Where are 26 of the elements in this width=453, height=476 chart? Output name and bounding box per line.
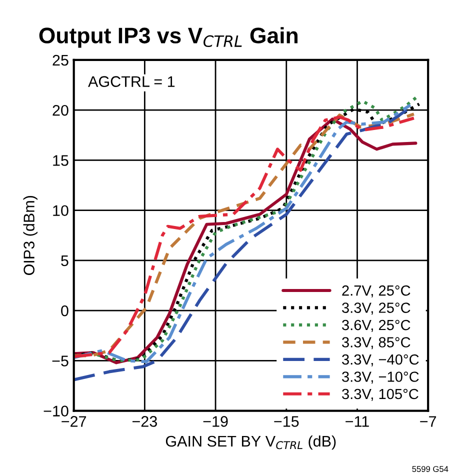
x-tick-label: −19 [203,416,228,427]
legend-label: 3.3V, −10°C [342,372,419,384]
legend-label: 3.3V, 105°C [342,388,418,401]
y-tick-label: 25 [52,54,68,66]
y-tick-label: 0 [61,305,68,316]
x-axis-title: GAIN SET BY V$_{CTRL}$ (dB) [166,435,336,450]
y-tick-label: 15 [53,155,68,166]
annotation: AGCTRL = 1 [88,76,175,87]
y-tick-label: 10 [53,205,68,216]
y-tick-label: −10 [44,406,68,416]
legend-label: 3.3V, 25°C [342,302,410,315]
chart-title: Output IP3 vs V$_{CTRL}$ Gain [39,27,298,48]
y-axis-title: OIP3 (dBm) [23,196,38,275]
x-tick-label: −7 [420,416,436,427]
legend-label: 3.3V, −40°C [342,354,419,366]
y-tick-label: 20 [52,104,68,116]
text: 5599 G54 [412,466,448,472]
x-tick-label: −11 [346,416,369,427]
y-tick-label: 5 [61,255,68,266]
y-tick-label: −5 [52,356,68,366]
legend-label: 2.7V, 25°C [342,285,410,298]
x-tick-label: −15 [274,416,299,427]
x-tick-label: −27 [62,416,86,427]
x-tick-label: −23 [132,416,157,427]
legend-label: 3.3V, 85°C [342,337,410,350]
legend-label: 3.6V, 25°C [342,320,410,332]
